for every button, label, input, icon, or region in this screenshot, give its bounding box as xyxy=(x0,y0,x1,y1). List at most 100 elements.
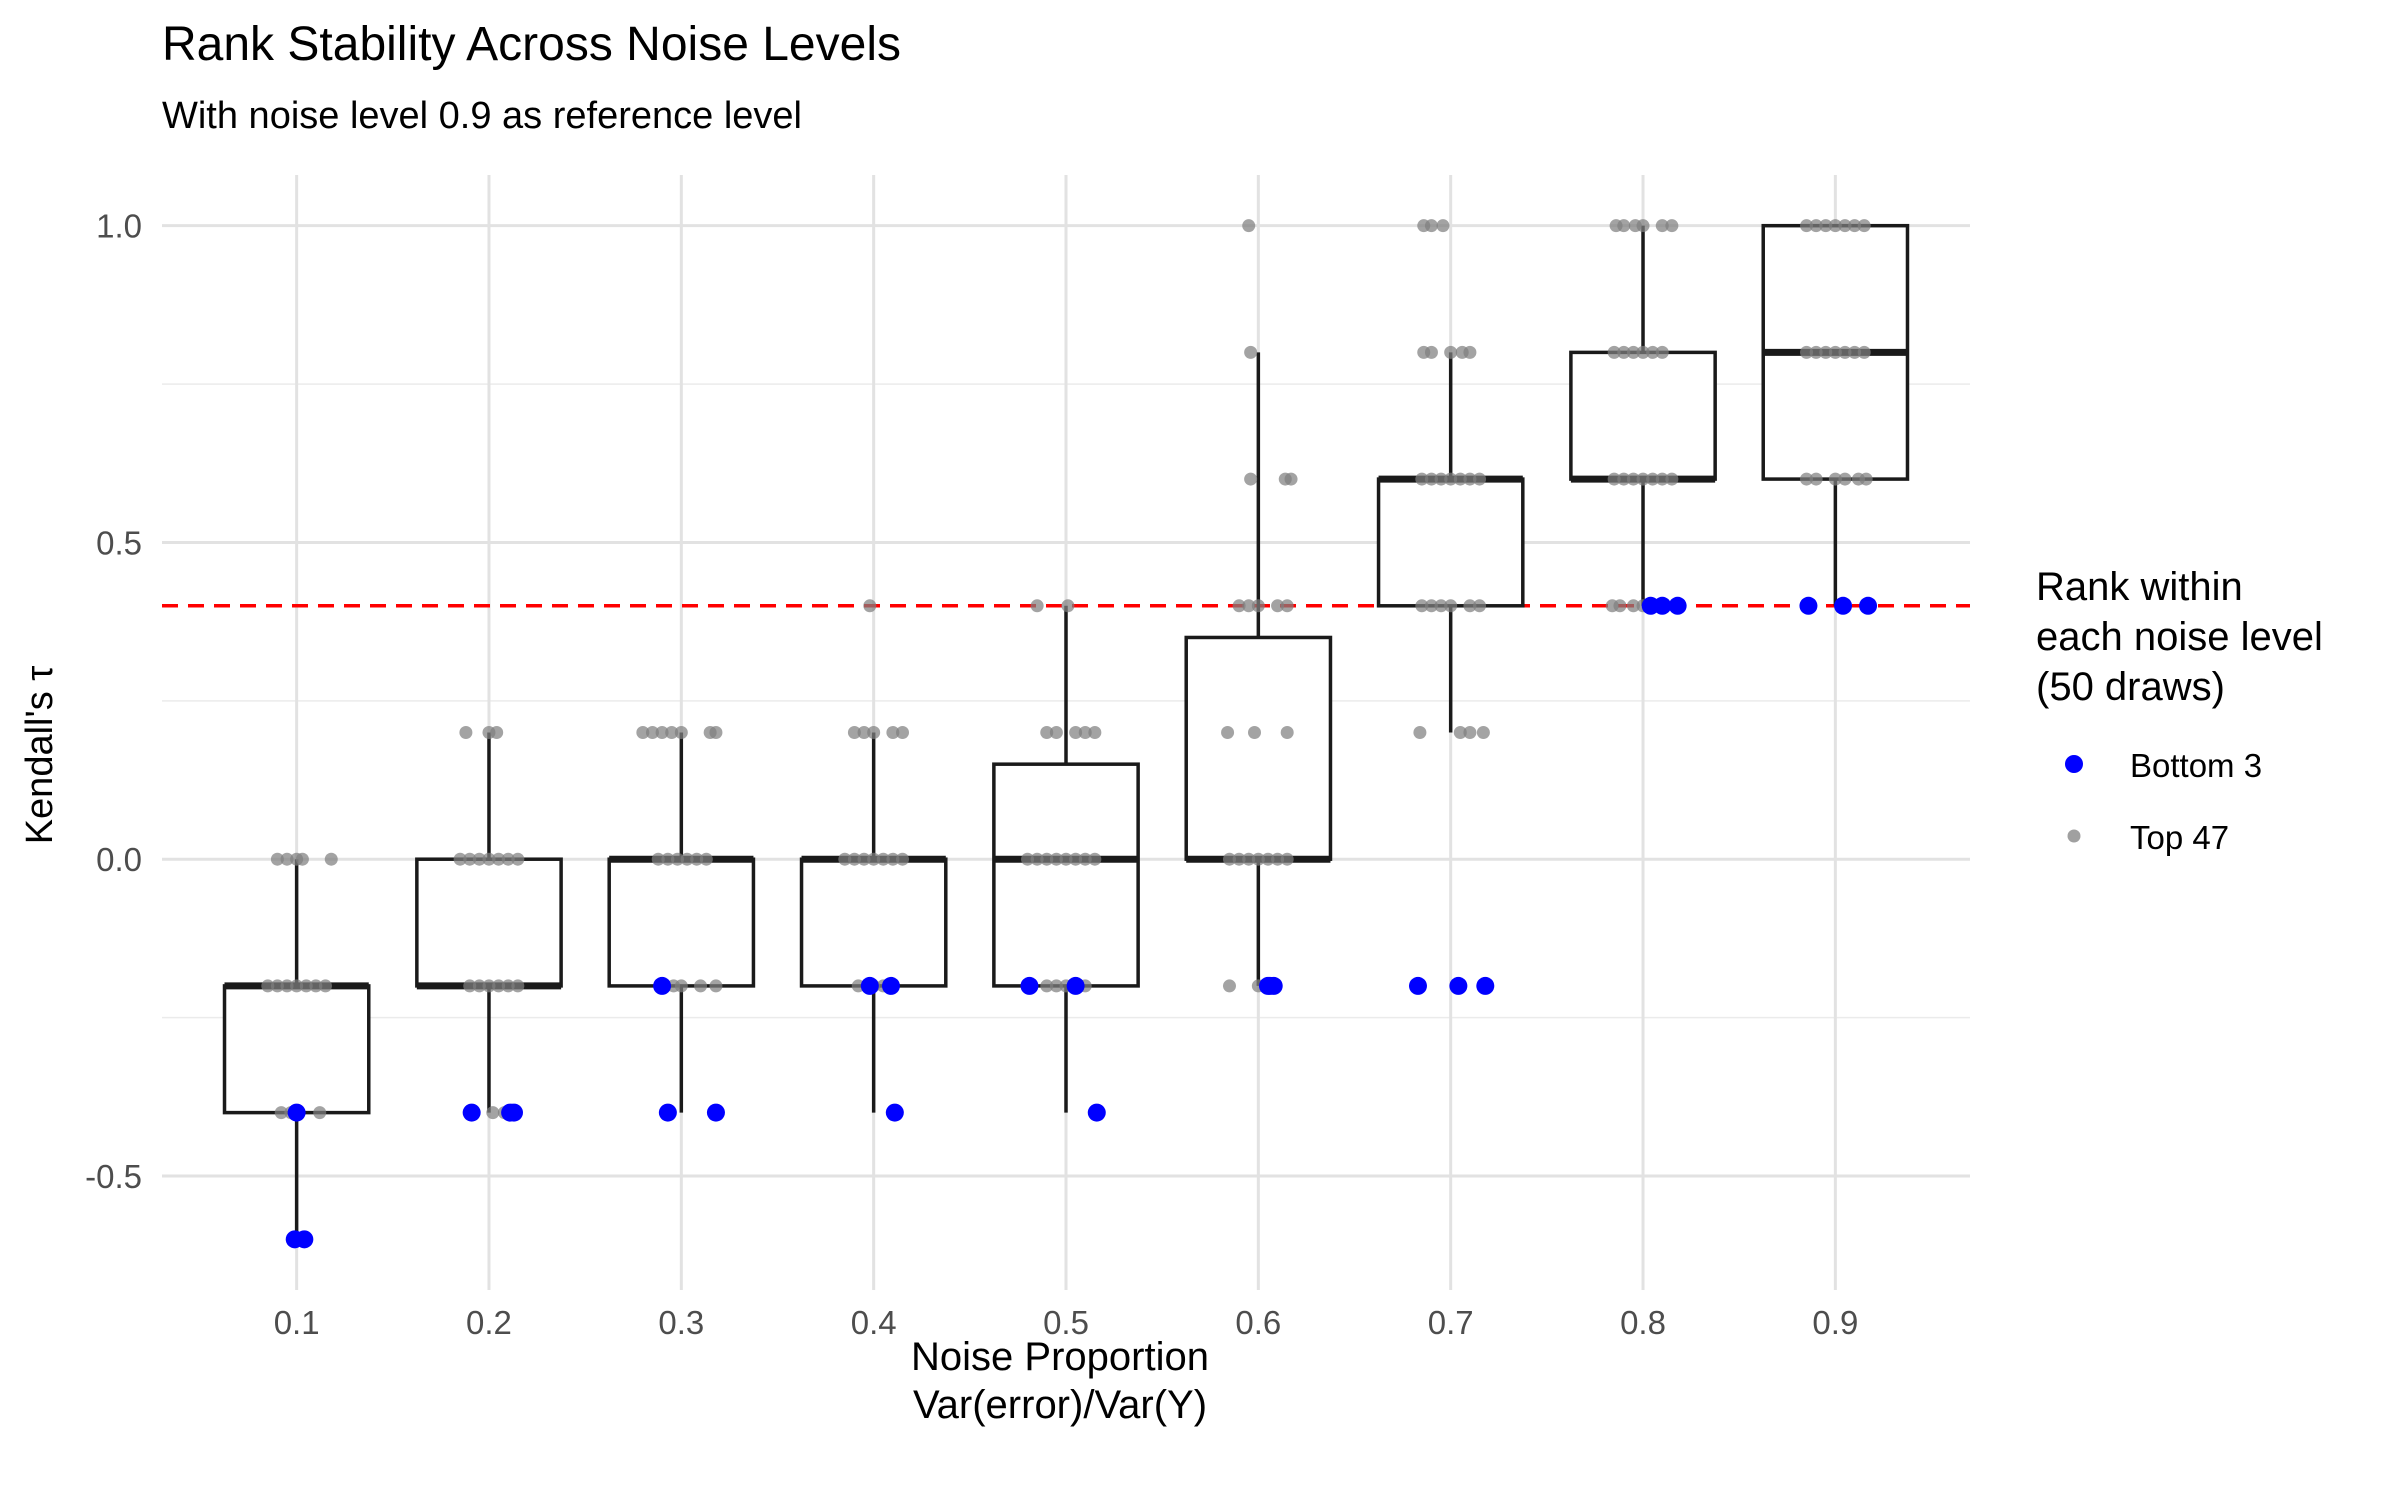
point-top-47 xyxy=(309,979,323,993)
point-top-47 xyxy=(1444,599,1458,613)
point-top-47 xyxy=(1069,726,1083,739)
point-top-47 xyxy=(453,852,467,866)
point-top-47 xyxy=(690,852,704,866)
point-top-47 xyxy=(867,726,881,739)
point-top-47 xyxy=(886,852,900,866)
box-body xyxy=(222,984,371,1115)
point-top-47 xyxy=(1636,345,1650,359)
point-top-47 xyxy=(313,1106,327,1120)
point-top-47 xyxy=(655,726,669,739)
point-bottom-3 xyxy=(1408,976,1427,995)
point-top-47 xyxy=(1078,726,1092,739)
point-top-47 xyxy=(1607,472,1621,486)
point-top-47 xyxy=(1626,345,1640,359)
point-top-47 xyxy=(490,726,504,739)
point-top-47 xyxy=(1476,726,1490,739)
point-top-47 xyxy=(1655,219,1669,233)
point-top-47 xyxy=(1222,979,1236,993)
point-top-47 xyxy=(1088,852,1102,866)
legend-key-bottom-3 xyxy=(2065,755,2083,773)
point-top-47 xyxy=(1271,852,1285,866)
point-top-47 xyxy=(1617,345,1631,359)
x-tick-label: 0.6 xyxy=(1235,1304,1281,1341)
point-top-47 xyxy=(1251,599,1265,613)
point-top-47 xyxy=(472,979,486,993)
point-top-47 xyxy=(270,852,284,866)
point-top-47 xyxy=(482,852,496,866)
point-top-47 xyxy=(886,726,900,739)
point-top-47 xyxy=(1049,726,1063,739)
point-bottom-3 xyxy=(1799,596,1818,615)
point-top-47 xyxy=(1247,726,1261,739)
point-top-47 xyxy=(501,979,515,993)
point-top-47 xyxy=(1444,472,1458,486)
point-top-47 xyxy=(1626,472,1640,486)
point-top-47 xyxy=(1838,219,1852,233)
point-top-47 xyxy=(1280,852,1294,866)
point-top-47 xyxy=(1040,979,1054,993)
point-top-47 xyxy=(463,852,477,866)
point-top-47 xyxy=(299,979,313,993)
point-bottom-3 xyxy=(1653,596,1672,615)
point-top-47 xyxy=(472,852,486,866)
point-top-47 xyxy=(1828,345,1842,359)
point-top-47 xyxy=(511,979,525,993)
point-bottom-3 xyxy=(1066,976,1085,995)
point-top-47 xyxy=(1284,472,1298,486)
point-top-47 xyxy=(1838,472,1852,486)
point-top-47 xyxy=(1244,345,1258,359)
point-top-47 xyxy=(274,1106,288,1120)
x-axis-label-line-1: Noise Proportion xyxy=(911,1335,1209,1379)
point-top-47 xyxy=(1040,726,1054,739)
point-bottom-3 xyxy=(1834,596,1853,615)
point-top-47 xyxy=(661,852,675,866)
point-top-47 xyxy=(1424,219,1438,233)
point-top-47 xyxy=(1800,219,1814,233)
point-top-47 xyxy=(1473,472,1487,486)
box-body xyxy=(415,857,563,988)
point-top-47 xyxy=(492,852,506,866)
point-top-47 xyxy=(318,979,332,993)
point-top-47 xyxy=(1280,726,1294,739)
point-bottom-3 xyxy=(706,1103,725,1122)
point-top-47 xyxy=(645,726,659,739)
point-top-47 xyxy=(1434,472,1448,486)
points-group xyxy=(261,219,1878,1249)
point-top-47 xyxy=(1415,599,1429,613)
point-top-47 xyxy=(636,726,650,739)
point-top-47 xyxy=(709,979,723,993)
point-top-47 xyxy=(1434,599,1448,613)
box-body xyxy=(607,857,756,988)
point-bottom-3 xyxy=(881,976,900,995)
legend-title-line-1: Rank within xyxy=(2036,565,2243,609)
point-top-47 xyxy=(1819,219,1833,233)
point-top-47 xyxy=(1049,979,1063,993)
point-top-47 xyxy=(280,979,294,993)
point-top-47 xyxy=(1809,219,1823,233)
point-top-47 xyxy=(847,852,861,866)
legend-label-top-47: Top 47 xyxy=(2130,819,2229,856)
box-body xyxy=(1184,635,1333,861)
point-top-47 xyxy=(1069,852,1083,866)
box-body xyxy=(799,857,948,988)
point-top-47 xyxy=(1061,599,1075,613)
point-top-47 xyxy=(1271,599,1285,613)
x-tick-label: 0.4 xyxy=(851,1304,897,1341)
point-top-47 xyxy=(1473,599,1487,613)
point-top-47 xyxy=(1413,726,1427,739)
legend-title-line-3: (50 draws) xyxy=(2036,665,2225,709)
point-top-47 xyxy=(1463,726,1477,739)
point-top-47 xyxy=(1848,345,1862,359)
point-top-47 xyxy=(1665,472,1679,486)
point-top-47 xyxy=(290,979,304,993)
point-top-47 xyxy=(857,852,871,866)
y-tick-label: 0.0 xyxy=(96,841,142,878)
point-top-47 xyxy=(1636,472,1650,486)
point-top-47 xyxy=(1242,219,1256,233)
boxes-group xyxy=(222,223,1910,1240)
point-bottom-3 xyxy=(885,1103,904,1122)
point-top-47 xyxy=(1222,852,1236,866)
point-top-47 xyxy=(1607,345,1621,359)
y-axis-tick-labels: -0.5 0.0 0.5 1.0 xyxy=(85,208,142,1195)
point-top-47 xyxy=(838,852,852,866)
